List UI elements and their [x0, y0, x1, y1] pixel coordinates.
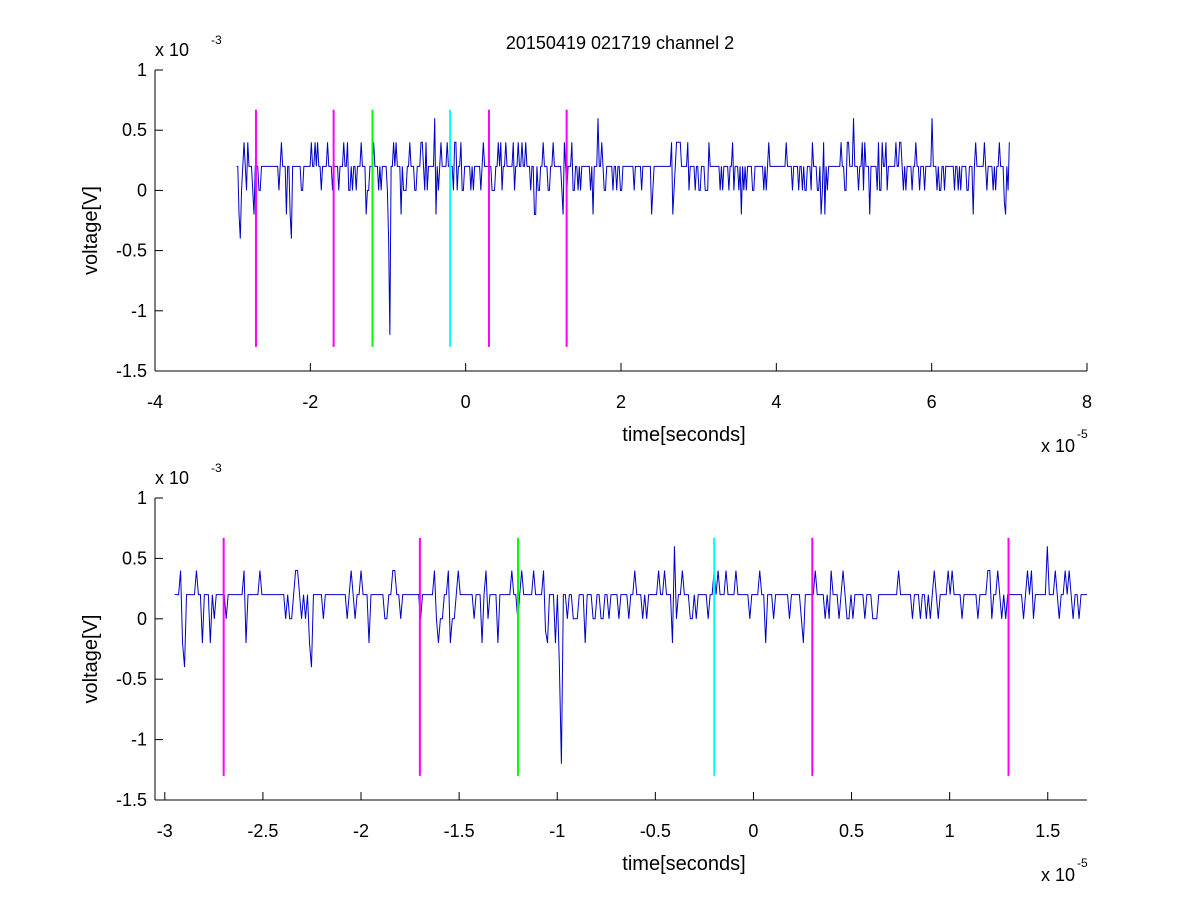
x-axis-label: time[seconds] — [622, 853, 745, 875]
y-tick-label: -0.5 — [116, 241, 147, 261]
x-tick-label: 4 — [771, 392, 781, 412]
x-tick-label: 1 — [945, 821, 955, 841]
y-tick-label: -1 — [131, 301, 147, 321]
y-exponent-power: -3 — [211, 461, 222, 475]
x-tick-label: 0.5 — [839, 821, 864, 841]
x-tick-label: 6 — [927, 392, 937, 412]
y-axis-label: voltage[V] — [80, 615, 102, 704]
x-tick-label: -1.5 — [444, 821, 475, 841]
x-tick-label: -0.5 — [640, 821, 671, 841]
x-tick-label: -4 — [147, 392, 163, 412]
x-exponent-power: -5 — [1077, 856, 1088, 870]
x-tick-label: -1 — [549, 821, 565, 841]
top-subplot: -1.5-1-0.500.51-4 -2 0 2 4 6 8x 10 -3x 10-5time… — [80, 33, 1092, 456]
figure-title: 20150419 021719 channel 2 — [506, 33, 734, 53]
signal-trace — [236, 118, 1010, 335]
y-tick-label: 0 — [137, 609, 147, 629]
x-exponent-power: -5 — [1077, 427, 1088, 441]
x-tick-label: 0 — [748, 821, 758, 841]
x-tick-label: 2 — [616, 392, 626, 412]
x-axis-label: time[seconds] — [622, 424, 745, 446]
x-tick-label: -3 — [157, 821, 173, 841]
y-tick-label: 0.5 — [122, 548, 147, 568]
y-exponent-power: -3 — [211, 33, 222, 47]
x-tick-label: -2.5 — [247, 821, 278, 841]
x-tick-label: -2 — [302, 392, 318, 412]
x-exponent-label: x 10 — [1041, 436, 1075, 456]
x-tick-label: 0 — [461, 392, 471, 412]
y-tick-label: 1 — [137, 60, 147, 80]
y-tick-label: 1 — [137, 488, 147, 508]
y-tick-label: -0.5 — [116, 669, 147, 689]
y-exponent-label: x 10 — [155, 40, 189, 60]
y-axis-label: voltage[V] — [80, 186, 102, 275]
y-tick-label: 0 — [137, 180, 147, 200]
bottom-subplot: -1.5 -1 -0.5 0 0.5 1 -3 -2.5 -2 -1.5 -1 -0.5 0 0.5 1 1.… — [80, 461, 1088, 885]
y-tick-label: -1.5 — [116, 361, 147, 381]
x-tick-label: 1.5 — [1035, 821, 1060, 841]
x-exponent-label: x 10 — [1041, 865, 1075, 885]
y-tick-label: -1 — [131, 730, 147, 750]
y-exponent-label: x 10 — [155, 468, 189, 488]
x-tick-label: 8 — [1082, 392, 1092, 412]
signal-trace — [174, 546, 1087, 764]
x-tick-label: -2 — [353, 821, 369, 841]
y-tick-label: 0.5 — [122, 120, 147, 140]
y-tick-label: -1.5 — [116, 790, 147, 810]
